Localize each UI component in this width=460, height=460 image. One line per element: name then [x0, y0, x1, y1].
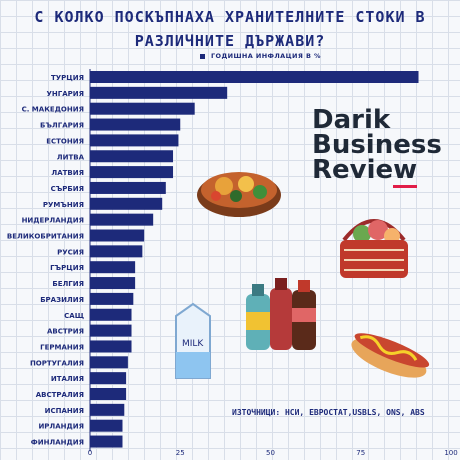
- legend: ГОДИШНА ИНФЛАЦИЯ В %: [200, 52, 321, 60]
- category-label: ЕСТОНИЯ: [46, 137, 84, 145]
- bar: [90, 118, 181, 131]
- legend-label: ГОДИШНА ИНФЛАЦИЯ В %: [211, 52, 321, 60]
- bar: [90, 86, 228, 99]
- category-label: НИДЕРЛАНДИЯ: [22, 217, 84, 225]
- category-label: ИРЛАНДИЯ: [38, 423, 84, 431]
- chart-title-line2: РАЗЛИЧНИТЕ ДЪРЖАВИ?: [134, 32, 326, 50]
- bar: [90, 245, 143, 258]
- x-tick-label: 50: [266, 449, 275, 457]
- bar: [90, 435, 123, 448]
- chart-title-line1: С КОЛКО ПОСКЪПНАХА ХРАНИТЕЛНИТЕ СТОКИ В: [34, 8, 426, 26]
- category-label: ПОРТУГАЛИЯ: [30, 359, 84, 367]
- category-label: ЛАТВИЯ: [51, 169, 84, 177]
- bar: [90, 388, 127, 400]
- category-label: ГЪРЦИЯ: [50, 264, 84, 272]
- legend-swatch: [200, 53, 205, 59]
- bar: [90, 292, 134, 305]
- category-label: ГЕРМАНИЯ: [40, 343, 84, 351]
- category-label: БЪЛГАРИЯ: [40, 122, 84, 130]
- bar: [90, 372, 127, 385]
- brand-line2: Business: [312, 130, 442, 160]
- bar: [90, 324, 132, 337]
- bar: [90, 356, 128, 369]
- x-tick-label: 25: [176, 449, 185, 457]
- bar: [90, 340, 132, 353]
- bar: [90, 102, 195, 115]
- bar: [90, 197, 163, 210]
- category-label: АВСТРИЯ: [47, 328, 84, 336]
- brand-logo: Darik Business Review: [312, 105, 442, 188]
- category-label: ИТАЛИЯ: [51, 375, 84, 383]
- bar: [90, 150, 174, 163]
- category-label: БРАЗИЛИЯ: [40, 296, 84, 304]
- food-bowl-illustration: [197, 172, 281, 217]
- category-label: РУМЪНИЯ: [43, 201, 84, 209]
- bar: [90, 419, 123, 432]
- category-label: ТУРЦИЯ: [51, 74, 84, 82]
- category-label: ЛИТВА: [57, 153, 85, 161]
- category-label: САЩ: [64, 312, 84, 320]
- bottles-illustration: [246, 278, 316, 350]
- brand-line1: Darik: [312, 105, 391, 135]
- bar: [90, 261, 136, 274]
- bar: [90, 229, 145, 242]
- sources-note: ИЗТОЧНИЦИ: НСИ, ЕВРОСТАТ,USBLS, ONS, ABS: [232, 408, 425, 417]
- category-label: УНГАРИЯ: [46, 90, 84, 98]
- bar: [90, 71, 419, 83]
- milk-carton-illustration: MILK: [175, 302, 211, 379]
- category-label: АВСТРАЛИЯ: [36, 391, 84, 399]
- category-label: ФИНЛАНДИЯ: [31, 439, 84, 447]
- brand-line3-accent: w: [393, 155, 418, 188]
- bar: [90, 308, 132, 321]
- bar: [90, 403, 125, 416]
- category-label: СЪРБИЯ: [51, 185, 84, 193]
- category-label: РУСИЯ: [57, 248, 84, 256]
- bar: [90, 277, 136, 290]
- category-label: ИСПАНИЯ: [45, 407, 84, 415]
- basket-illustration: [340, 219, 408, 278]
- x-tick-label: 100: [444, 449, 457, 457]
- bar: [90, 134, 179, 147]
- hotdog-illustration: [351, 333, 430, 378]
- brand-line3: Review: [312, 155, 442, 188]
- category-label: БЕЛГИЯ: [52, 280, 84, 288]
- category-label: ВЕЛИКОБРИТАНИЯ: [7, 233, 84, 241]
- bar: [90, 181, 166, 194]
- x-tick-label: 0: [88, 449, 92, 457]
- milk-label: MILK: [182, 339, 204, 349]
- bar: [90, 166, 174, 179]
- brand-line3-main: Revie: [312, 155, 394, 185]
- x-tick-label: 75: [356, 449, 365, 457]
- bar: [90, 213, 154, 226]
- category-label: С. МАКЕДОНИЯ: [22, 106, 84, 114]
